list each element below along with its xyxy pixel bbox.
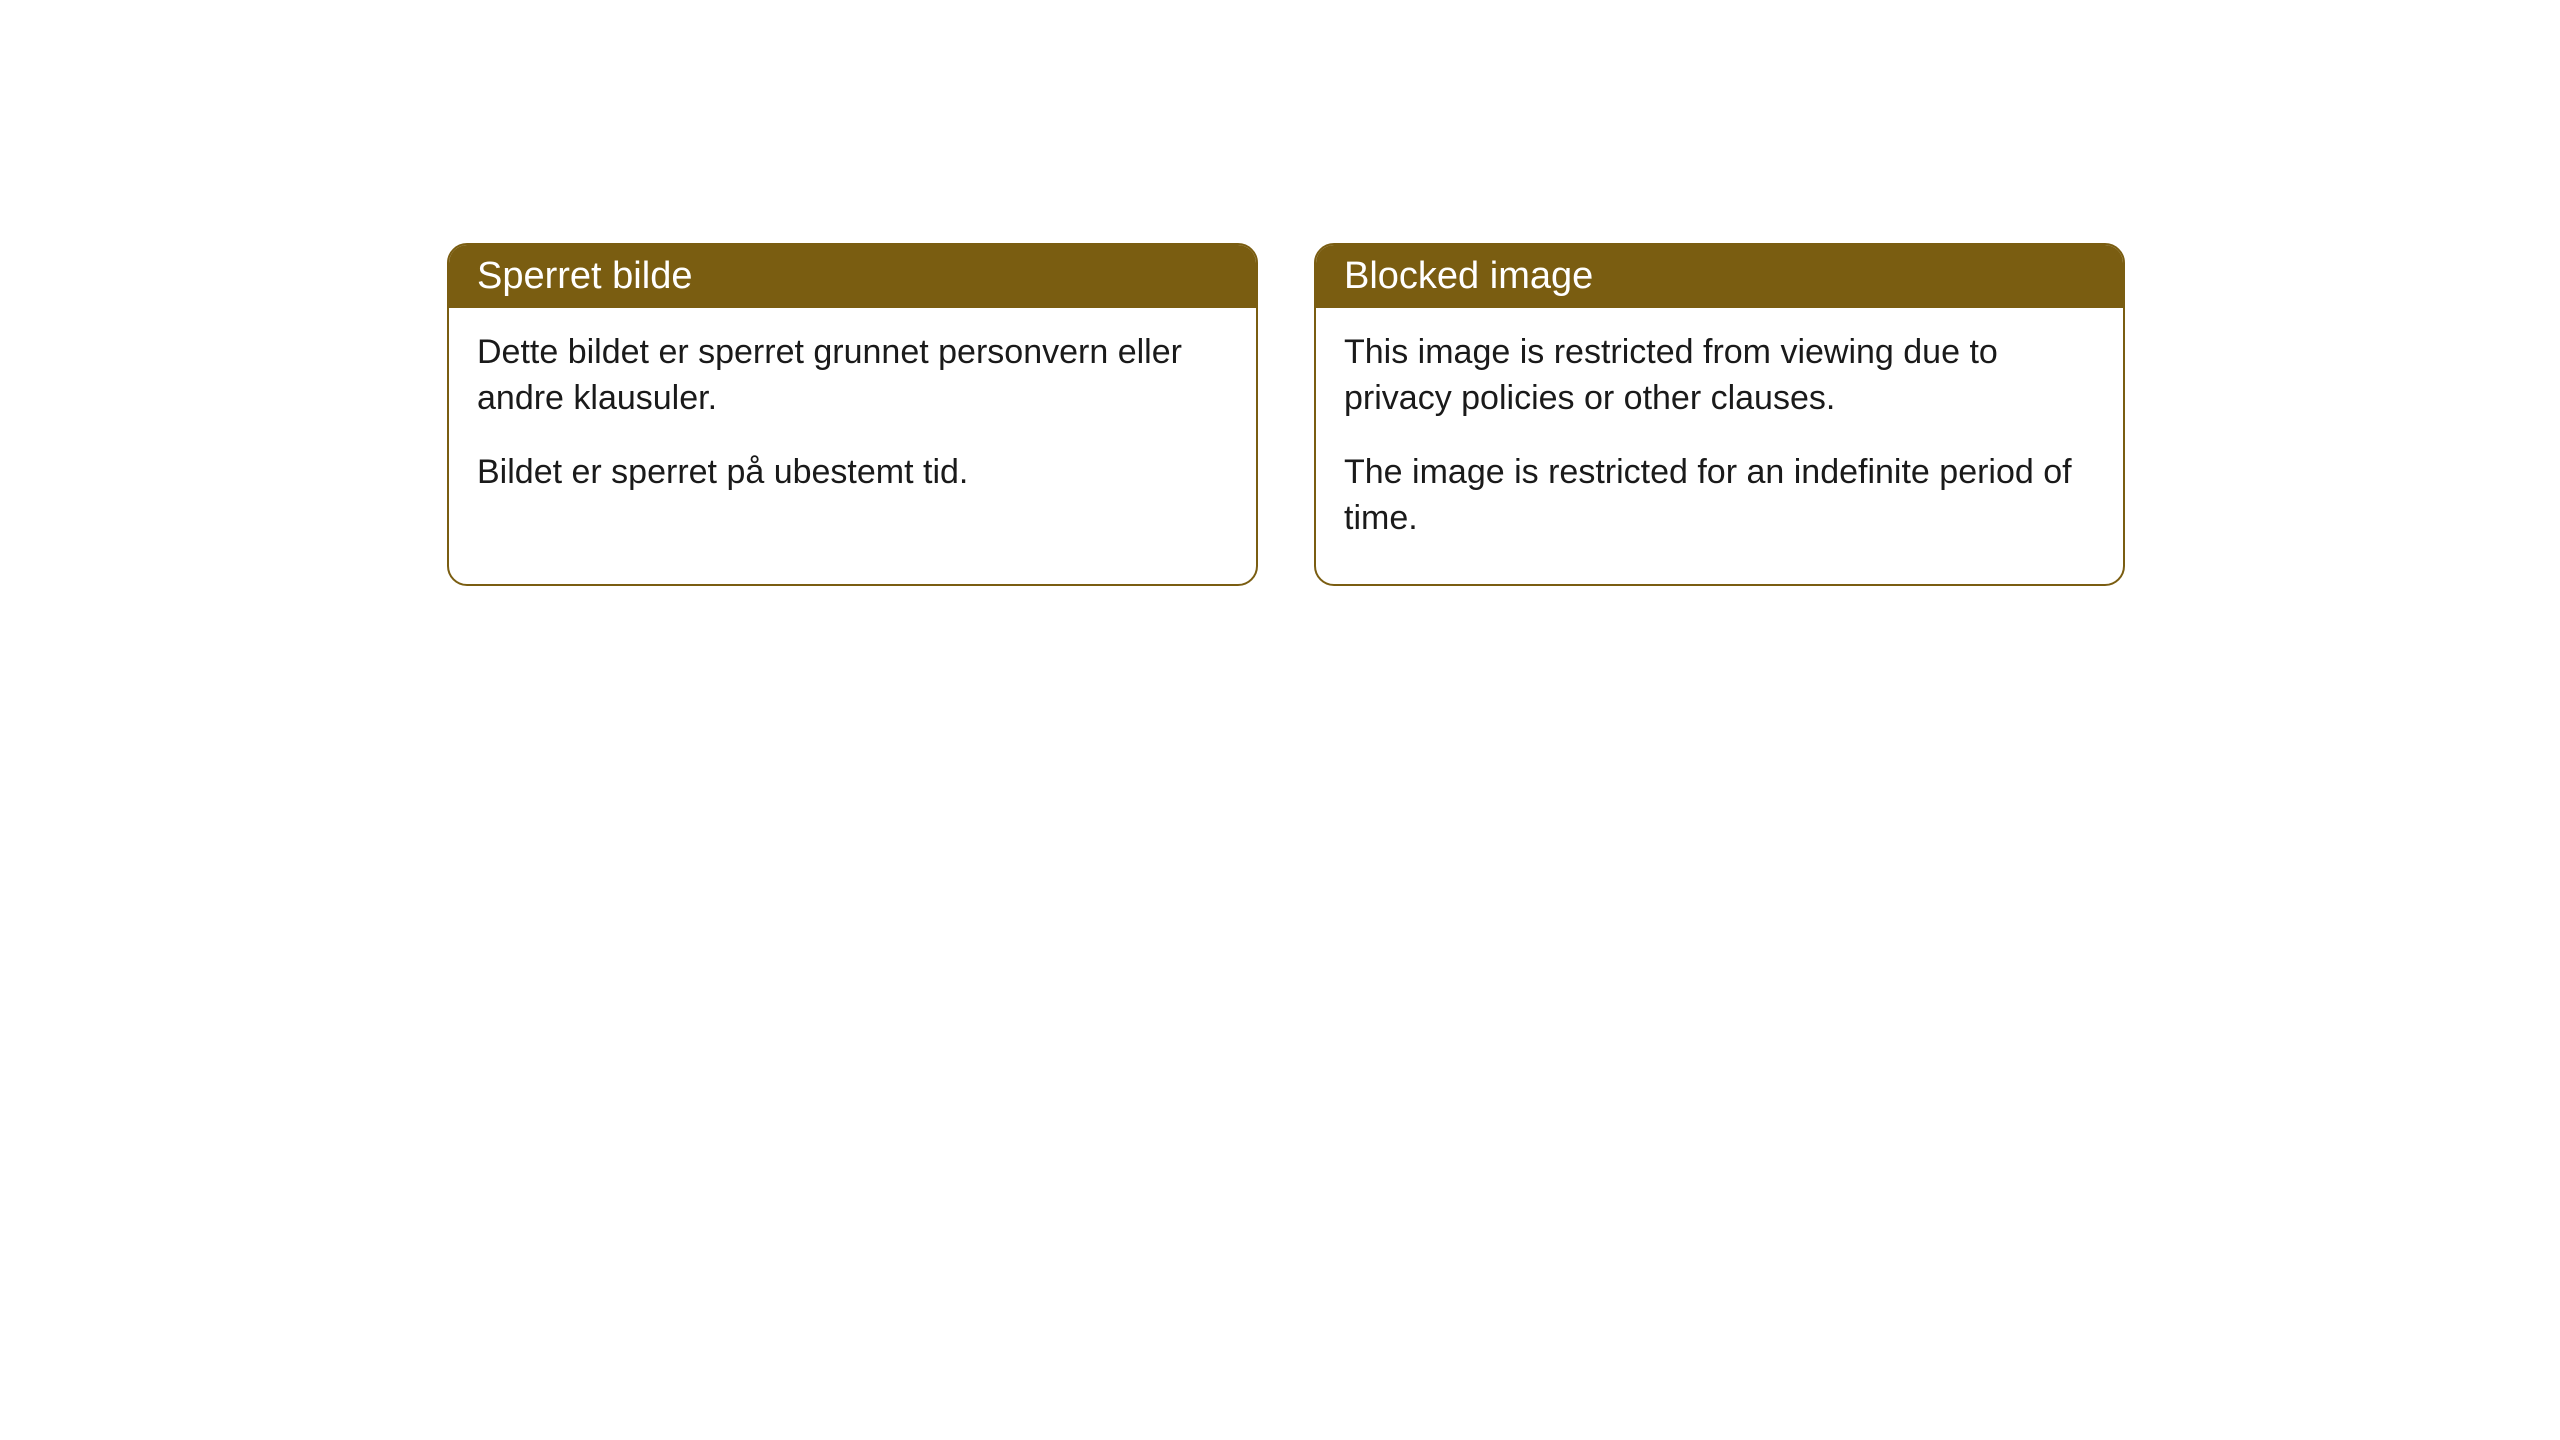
card-container: Sperret bilde Dette bildet er sperret gr… — [447, 243, 2125, 586]
card-header: Sperret bilde — [449, 245, 1256, 308]
card-header: Blocked image — [1316, 245, 2123, 308]
blocked-image-card-english: Blocked image This image is restricted f… — [1314, 243, 2125, 586]
blocked-image-card-norwegian: Sperret bilde Dette bildet er sperret gr… — [447, 243, 1258, 586]
card-paragraph: Bildet er sperret på ubestemt tid. — [477, 450, 1228, 496]
card-body: Dette bildet er sperret grunnet personve… — [449, 308, 1256, 538]
card-paragraph: This image is restricted from viewing du… — [1344, 330, 2095, 422]
card-paragraph: The image is restricted for an indefinit… — [1344, 450, 2095, 542]
card-paragraph: Dette bildet er sperret grunnet personve… — [477, 330, 1228, 422]
card-body: This image is restricted from viewing du… — [1316, 308, 2123, 584]
card-title: Blocked image — [1344, 255, 1593, 297]
card-title: Sperret bilde — [477, 255, 692, 297]
